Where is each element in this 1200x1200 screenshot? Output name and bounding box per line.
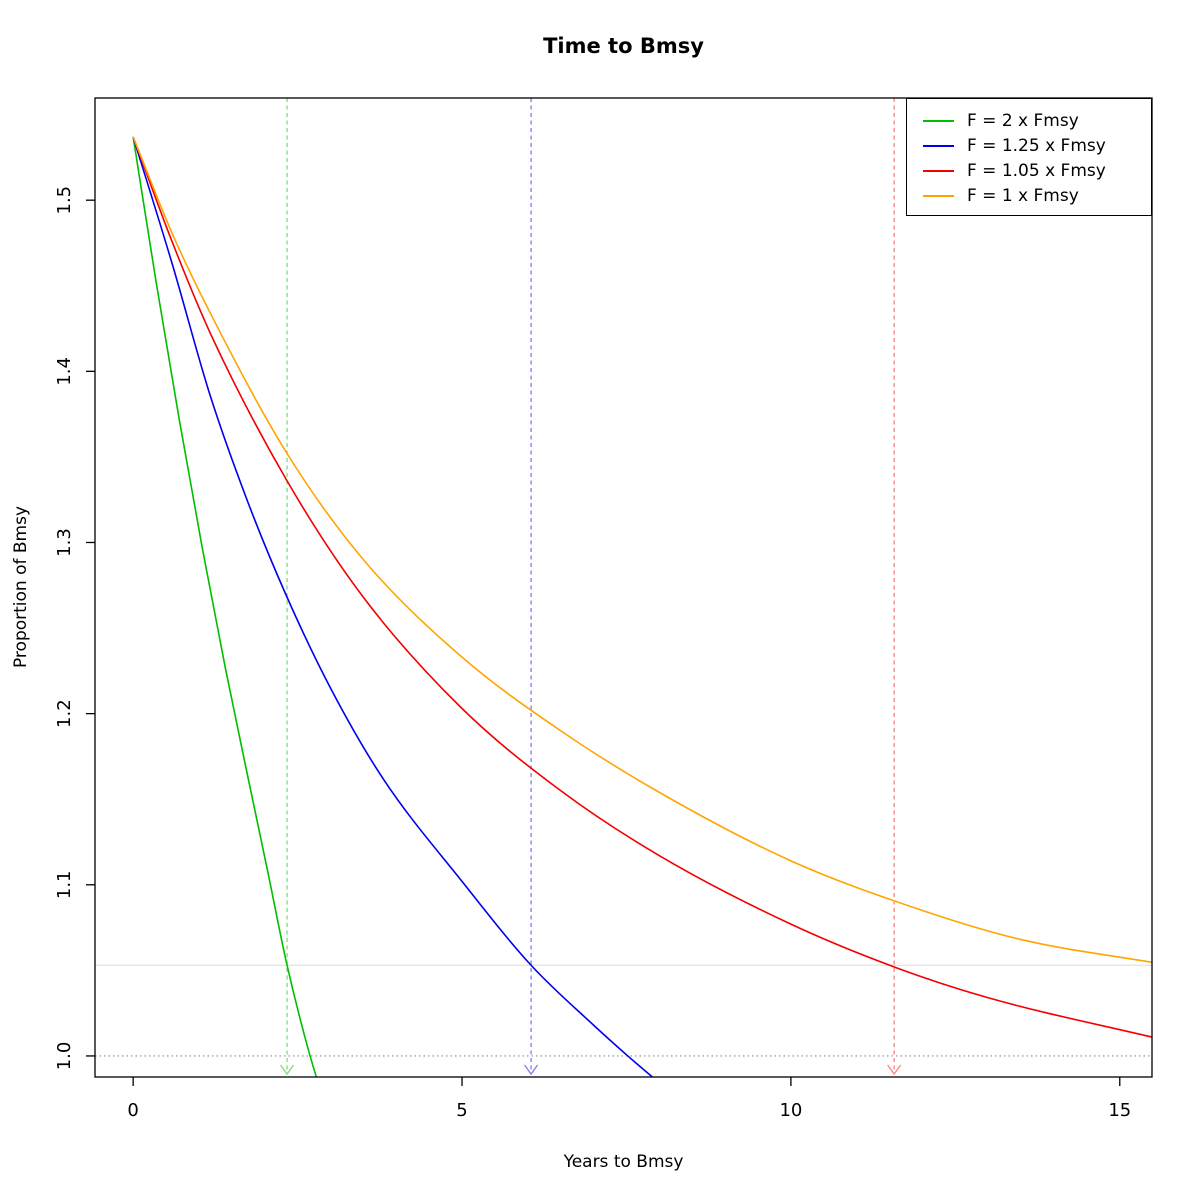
x-tick-label: 10 [779, 1100, 802, 1121]
legend-item-label: F = 2 x Fmsy [967, 110, 1079, 131]
series-curve [132, 136, 654, 1077]
legend-item-label: F = 1.25 x Fmsy [967, 135, 1106, 156]
arrow-down-icon [524, 1064, 539, 1076]
arrow-down-icon [279, 1064, 295, 1076]
y-tick-label: 1.2 [54, 699, 75, 728]
arrow-down-icon [887, 1064, 902, 1076]
y-tick-label: 1.4 [54, 357, 75, 386]
legend-item: F = 1 x Fmsy [907, 183, 1151, 208]
y-axis-label: Proportion of Bmsy [11, 505, 31, 669]
y-tick-label: 1.1 [54, 870, 75, 899]
legend-item-label: F = 1 x Fmsy [967, 185, 1079, 206]
x-tick-label: 0 [127, 1100, 138, 1121]
legend-item-label: F = 1.05 x Fmsy [967, 160, 1106, 181]
y-tick-label: 1.5 [54, 186, 75, 215]
y-tick-label: 1.0 [54, 1042, 75, 1071]
legend-line-sample [923, 119, 954, 122]
legend-item: F = 2 x Fmsy [907, 108, 1151, 133]
legend-item: F = 1.05 x Fmsy [907, 158, 1151, 183]
x-tick-label: 5 [456, 1100, 467, 1121]
y-tick-label: 1.3 [54, 528, 75, 557]
legend-line-sample [923, 194, 954, 197]
series-curve [132, 136, 1152, 1038]
legend-line-sample [923, 144, 954, 147]
plot-border [94, 97, 1153, 1078]
series-curve [132, 136, 318, 1077]
chart-title: Time to Bmsy [543, 34, 704, 58]
x-axis-label: Years to Bmsy [563, 1152, 684, 1172]
plot-content [95, 98, 1152, 1077]
axes: 0 5 10 15 1.0 1.1 1.2 1.3 1.4 1.5 [54, 186, 1131, 1121]
x-tick-label: 15 [1108, 1100, 1131, 1121]
legend-line-sample [923, 169, 954, 172]
legend-item: F = 1.25 x Fmsy [907, 133, 1151, 158]
legend: F = 2 x Fmsy F = 1.25 x Fmsy F = 1.05 x … [906, 98, 1152, 216]
series-curve [132, 136, 1152, 964]
